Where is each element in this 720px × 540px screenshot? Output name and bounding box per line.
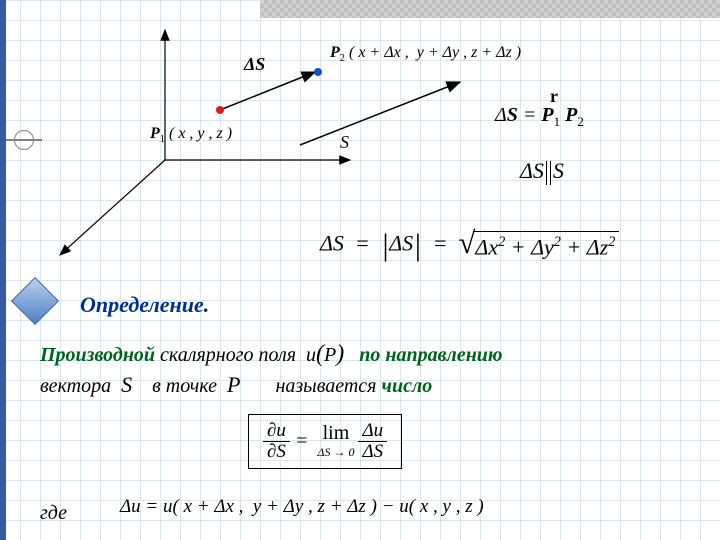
text-P: P	[227, 372, 240, 397]
boxed-derivative-formula: ∂u ∂S = lim ΔS → 0 Δu ΔS	[248, 414, 402, 469]
nav-line	[6, 139, 42, 141]
point-P2	[314, 68, 322, 76]
text-direction: по направлению	[359, 344, 502, 366]
definition-line2: вектора S в точке P называется число	[40, 368, 700, 401]
text-called: называется	[275, 375, 381, 397]
left-border	[0, 0, 6, 540]
text-at-point: в точке	[152, 375, 222, 397]
label-S: S	[340, 132, 349, 153]
label-deltaS: ΔS	[244, 54, 265, 75]
definition-line1: Производной скалярного поля u(P) по напр…	[40, 336, 700, 372]
text-where: где	[40, 498, 67, 528]
top-border	[260, 0, 720, 18]
definition-heading: Определение.	[80, 292, 209, 318]
label-P2: P2 ( x + Δx , y + Δy , z + Δz )	[330, 44, 521, 64]
label-P1: P1 ( x , y , z )	[150, 125, 232, 145]
S-vector	[300, 82, 460, 145]
point-P1	[216, 106, 224, 114]
text-S: S	[121, 372, 132, 397]
eq-delta-u: Δu = u( x + Δx , y + Δy , z + Δz ) − u( …	[120, 496, 484, 518]
text-number: число	[381, 375, 432, 397]
eq-magnitude: ΔS = |ΔS| = √Δx2 + Δy2 + Δz2	[320, 228, 619, 263]
y-axis	[60, 160, 165, 255]
text-vector: вектора	[40, 375, 116, 397]
delta-S-vector	[220, 72, 315, 110]
eq-ds-p1p2: ΔS = P1 P2	[495, 104, 584, 130]
text-scalar-field: скалярного поля	[155, 344, 301, 366]
eq-parallel: ΔSS	[520, 158, 564, 185]
lim-text: lim	[323, 422, 350, 445]
text-derivative: Производной	[40, 344, 155, 366]
